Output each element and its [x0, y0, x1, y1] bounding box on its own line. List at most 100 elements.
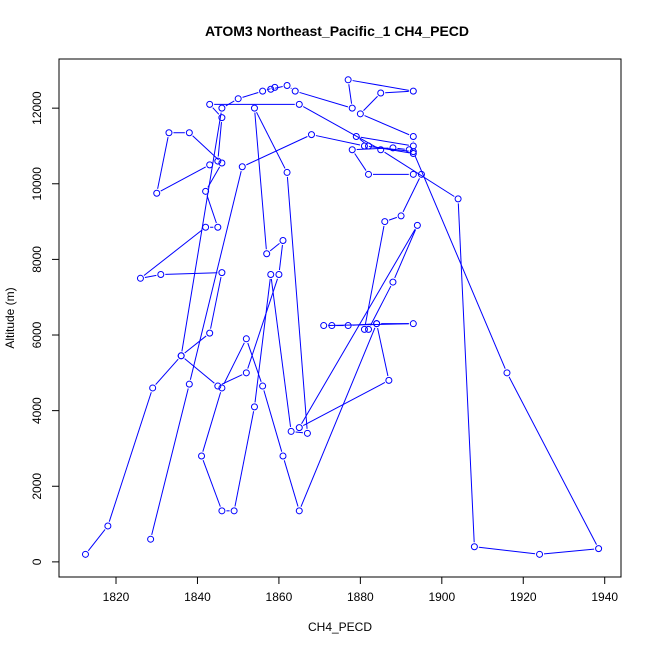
series-segment [242, 91, 259, 98]
y-tick-label: 8000 [30, 246, 44, 273]
series-segment [151, 388, 189, 535]
data-point [242, 369, 250, 377]
data-point [352, 133, 360, 141]
series-segment [212, 107, 220, 115]
series-segment [370, 285, 392, 326]
series-segment [254, 112, 267, 250]
data-point [381, 218, 389, 226]
series-segment [300, 327, 376, 507]
series-segment [221, 374, 243, 385]
data-point [389, 278, 397, 286]
data-point [275, 271, 283, 279]
series-segment [246, 136, 308, 166]
data-point [267, 271, 275, 279]
series-segment [256, 111, 286, 169]
data-point [206, 329, 214, 337]
data-point [365, 325, 373, 333]
data-point [328, 322, 336, 330]
series-segment [363, 95, 378, 111]
series-segment [144, 274, 157, 278]
series-segment [270, 278, 292, 428]
data-point [356, 110, 364, 118]
data-point [320, 322, 328, 330]
data-point [365, 170, 373, 178]
data-point [283, 168, 291, 176]
data-point [234, 95, 242, 103]
data-point [409, 133, 417, 141]
data-point [202, 223, 210, 231]
data-point [149, 384, 157, 392]
data-point [365, 142, 373, 150]
series-segment [225, 100, 235, 107]
series-segment [210, 276, 222, 329]
series-segment [299, 91, 349, 108]
chart-title: ATOM3 Northeast_Pacific_1 CH4_PECD [205, 23, 469, 39]
data-point [259, 382, 267, 390]
y-tick-label: 2000 [30, 473, 44, 500]
data-point [250, 403, 258, 411]
series-segment [234, 411, 255, 507]
data-point [147, 535, 155, 543]
data-point [503, 369, 511, 377]
data-point [291, 87, 299, 95]
series-segment [352, 80, 409, 91]
data-point [81, 550, 89, 558]
data-point [360, 325, 368, 333]
data-point [409, 150, 417, 158]
data-point [250, 104, 258, 112]
series-segment [478, 546, 536, 555]
series-segment [275, 85, 283, 89]
data-point [259, 87, 267, 95]
series-segment [207, 166, 221, 188]
data-point [185, 380, 193, 388]
y-tick-label: 12000 [30, 91, 44, 125]
data-point [283, 81, 291, 89]
series-segment [348, 84, 353, 104]
series-segment [397, 147, 405, 150]
data-point [307, 131, 315, 139]
series-segment [303, 382, 386, 426]
data-point [397, 212, 405, 220]
series-segment [286, 176, 308, 429]
series-segment [87, 529, 106, 552]
data-point [295, 507, 303, 515]
y-tick-label: 6000 [30, 321, 44, 348]
data-point [165, 129, 173, 137]
data-point [218, 159, 226, 167]
series-segment [269, 242, 280, 252]
data-point [230, 507, 238, 515]
data-point [157, 271, 165, 279]
data-point [214, 157, 222, 165]
series-segment [278, 244, 283, 271]
data-point [405, 146, 413, 154]
series-segment [368, 145, 409, 152]
series-segment [189, 171, 242, 380]
x-tick-label: 1900 [428, 590, 455, 604]
y-axis: 0 2000 4000 6000 8000 10000 12000 [30, 91, 60, 565]
data-point [271, 83, 279, 91]
data-point [344, 322, 352, 330]
data-point [153, 189, 161, 197]
series-segment [388, 216, 398, 221]
series-segment [302, 106, 378, 148]
series-segment [247, 342, 262, 382]
data-point [303, 429, 311, 437]
series-segment [402, 178, 420, 213]
data-point [409, 320, 417, 328]
data-point [279, 236, 287, 244]
series-segment [155, 358, 179, 385]
x-tick-label: 1860 [266, 590, 293, 604]
data-point [206, 161, 214, 169]
data-point [377, 146, 385, 154]
series-segment [290, 87, 292, 89]
data-point [214, 223, 222, 231]
series-segment [202, 460, 221, 507]
data-point [279, 452, 287, 460]
data-point [214, 382, 222, 390]
data-point [413, 221, 421, 229]
data-point [218, 269, 226, 277]
y-tick-label: 4000 [30, 397, 44, 424]
series-segment [247, 278, 278, 369]
series-segment [206, 195, 217, 224]
data-point [263, 250, 271, 258]
